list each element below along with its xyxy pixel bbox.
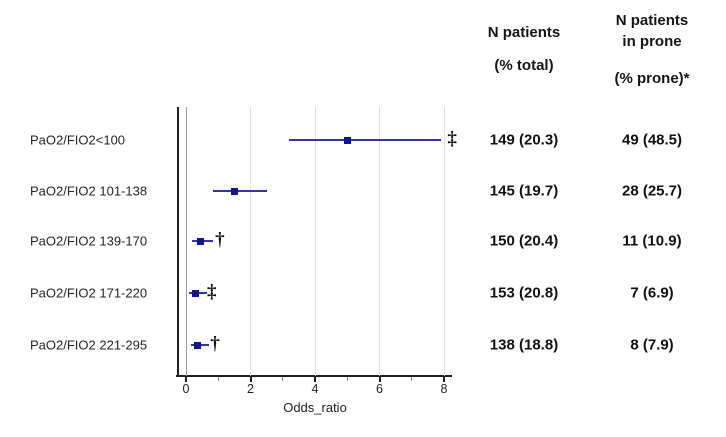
y-axis-line [177,107,179,376]
cell-n-total: 153 (20.8) [489,284,559,302]
gridline [314,107,316,376]
row-label: PaO2/FIO2 139-170 [30,233,148,249]
gridline [250,107,251,376]
x-tick [378,377,381,382]
cell-n-total: 149 (20.3) [489,131,559,149]
odds-ratio-marker [197,237,204,245]
odds-ratio-marker [192,289,200,297]
x-tick-label: 8 [440,382,448,396]
x-minor-tick [282,377,284,381]
dagger-symbol: † [215,229,225,251]
cell-n-prone: 49 (48.5) [621,131,683,149]
column-header-n-patients-total-line1: N patients [487,23,561,41]
row-label: PaO2/FIO2 221-295 [30,337,148,353]
cell-n-total: 138 (18.8) [489,336,559,354]
x-minor-tick [217,377,219,381]
cell-n-prone: 8 (7.9) [630,336,674,354]
x-tick [249,377,252,382]
x-tick [443,377,445,382]
odds-ratio-marker [193,341,201,349]
x-tick [185,377,187,382]
x-minor-tick [346,377,348,381]
row-label: PaO2/FIO2 101-138 [30,183,148,199]
x-tick-label: 6 [376,382,383,396]
dagger-symbol: † [210,333,220,355]
x-axis-title: Odds_ratio [283,400,347,415]
cell-n-prone: 28 (25.7) [621,182,683,200]
ci-line [213,190,267,192]
gridline [379,107,380,376]
column-header-n-prone-line2: in prone [622,32,682,50]
odds-ratio-marker [230,187,238,195]
x-axis-line [176,375,452,377]
gridline [443,107,445,376]
ci-line [289,139,441,141]
cell-n-prone: 7 (6.9) [630,284,674,302]
x-tick-label: 2 [247,382,254,396]
double-dagger-symbol: ‡ [447,128,457,150]
column-header-n-prone-line1: N patients [615,11,689,29]
zero-reference-line [185,107,187,376]
double-dagger-symbol: ‡ [207,281,217,303]
cell-n-total: 150 (20.4) [489,232,559,250]
cell-n-prone: 11 (10.9) [622,232,682,250]
x-tick-label: 0 [182,382,190,396]
row-label: PaO2/FIO2 171-220 [30,285,148,301]
column-header-n-prone-line3: (% prone)* [614,69,690,87]
x-minor-tick [411,377,413,381]
cell-n-total: 145 (19.7) [489,182,559,200]
odds-ratio-marker [343,136,351,144]
row-label: PaO2/FIO2<100 [30,132,126,148]
x-tick-label: 4 [311,382,319,396]
x-tick [314,377,316,382]
column-header-n-patients-total-line2: (% total) [494,56,554,74]
